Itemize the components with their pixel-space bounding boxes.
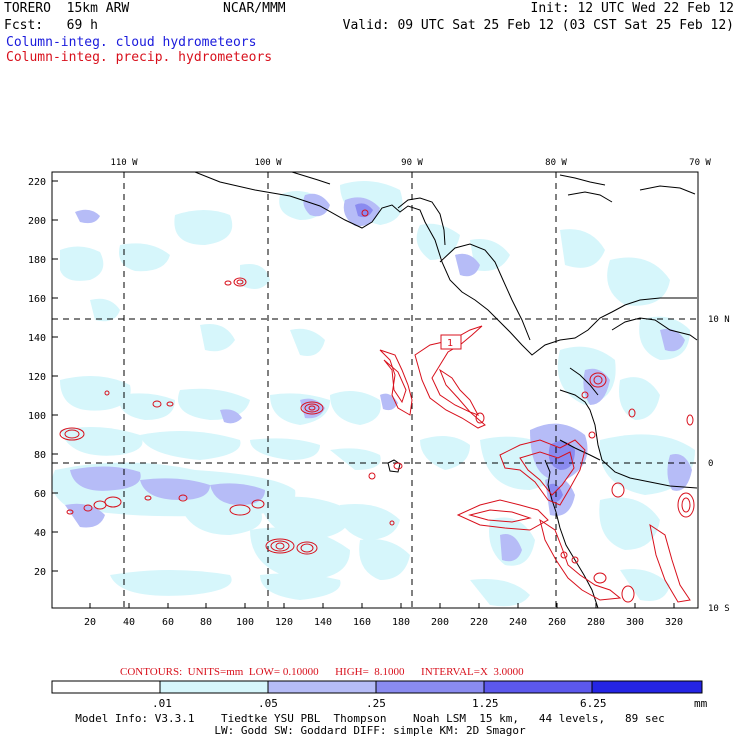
x-tick-labels: 20 40 60 80 100 120 140 160 180 200 220 … bbox=[84, 617, 683, 628]
y-tick: 220 bbox=[28, 177, 46, 188]
x-tick: 240 bbox=[509, 617, 527, 628]
field-precip-label: Column-integ. precip. hydrometeors bbox=[6, 50, 273, 65]
y-tick: 20 bbox=[34, 567, 46, 578]
y-tick: 180 bbox=[28, 255, 46, 266]
x-tick: 200 bbox=[431, 617, 449, 628]
forecast-hour: Fcst: 69 h bbox=[4, 18, 98, 33]
graticule bbox=[52, 172, 698, 608]
legend-label: .01 bbox=[152, 697, 172, 710]
x-tick: 220 bbox=[470, 617, 488, 628]
color-legend bbox=[51, 680, 703, 694]
lon-label: 90 W bbox=[401, 158, 423, 168]
y-tick-labels: 220 200 180 160 140 120 100 80 60 40 20 bbox=[28, 177, 46, 578]
y-tick: 80 bbox=[34, 450, 46, 461]
right-lat-labels: 10 N 0 10 S bbox=[708, 315, 730, 614]
x-tick: 80 bbox=[200, 617, 212, 628]
model-name: TORERO 15km ARW bbox=[4, 1, 130, 16]
model-info-line2: LW: Godd SW: Goddard DIFF: simple KM: 2D… bbox=[214, 724, 526, 737]
legend-label: .25 bbox=[366, 697, 386, 710]
y-tick: 160 bbox=[28, 294, 46, 305]
x-tick: 280 bbox=[587, 617, 605, 628]
legend-label: 1.25 bbox=[472, 697, 499, 710]
organization: NCAR/MMM bbox=[223, 1, 286, 16]
lon-label: 110 W bbox=[110, 158, 138, 168]
legend-label: 6.25 bbox=[580, 697, 607, 710]
x-tick: 140 bbox=[314, 617, 332, 628]
x-tick: 320 bbox=[665, 617, 683, 628]
lat-label: 10 S bbox=[708, 604, 730, 614]
legend-label: .05 bbox=[258, 697, 278, 710]
contours-info: CONTOURS: UNITS=mm LOW= 0.10000 HIGH= 8.… bbox=[120, 666, 524, 678]
y-tick: 100 bbox=[28, 411, 46, 422]
legend-swatch bbox=[483, 680, 593, 694]
model-info-line1: Model Info: V3.3.1 Tiedtke YSU PBL Thomp… bbox=[75, 712, 665, 725]
map-frame bbox=[51, 171, 699, 609]
lat-label: 0 bbox=[708, 459, 713, 469]
x-tick: 180 bbox=[392, 617, 410, 628]
lon-label: 70 W bbox=[689, 158, 711, 168]
legend-swatch bbox=[375, 680, 485, 694]
legend-unit: mm bbox=[694, 697, 708, 710]
lat-label: 10 N bbox=[708, 315, 730, 325]
y-tick: 200 bbox=[28, 216, 46, 227]
init-time: Init: 12 UTC Wed 22 Feb 12 bbox=[530, 1, 735, 16]
svg-text:1: 1 bbox=[447, 338, 453, 349]
x-tick: 60 bbox=[162, 617, 174, 628]
y-tick: 40 bbox=[34, 528, 46, 539]
legend-swatch bbox=[159, 680, 269, 694]
x-tick: 20 bbox=[84, 617, 96, 628]
lon-label: 80 W bbox=[545, 158, 567, 168]
x-tick: 260 bbox=[548, 617, 566, 628]
cloud-shading-layer bbox=[52, 181, 695, 607]
x-tick: 300 bbox=[626, 617, 644, 628]
valid-time: Valid: 09 UTC Sat 25 Feb 12 (03 CST Sat … bbox=[342, 18, 734, 33]
x-ticks bbox=[89, 603, 675, 608]
legend-swatch bbox=[267, 680, 377, 694]
legend-swatch bbox=[51, 680, 161, 694]
axis-ticks bbox=[52, 180, 58, 572]
y-tick: 60 bbox=[34, 489, 46, 500]
x-tick: 100 bbox=[236, 617, 254, 628]
y-tick: 120 bbox=[28, 372, 46, 383]
lon-label: 100 W bbox=[254, 158, 282, 168]
x-tick: 160 bbox=[353, 617, 371, 628]
legend-swatch bbox=[591, 680, 703, 694]
y-tick: 140 bbox=[28, 333, 46, 344]
field-cloud-label: Column-integ. cloud hydrometeors bbox=[6, 35, 257, 50]
contour-label: 1 bbox=[440, 334, 462, 350]
top-lon-labels: 110 W 100 W 90 W 80 W 70 W bbox=[110, 158, 711, 168]
coastline-layer bbox=[194, 172, 698, 608]
precip-contours bbox=[59, 209, 695, 603]
x-tick: 40 bbox=[123, 617, 135, 628]
x-tick: 120 bbox=[275, 617, 293, 628]
